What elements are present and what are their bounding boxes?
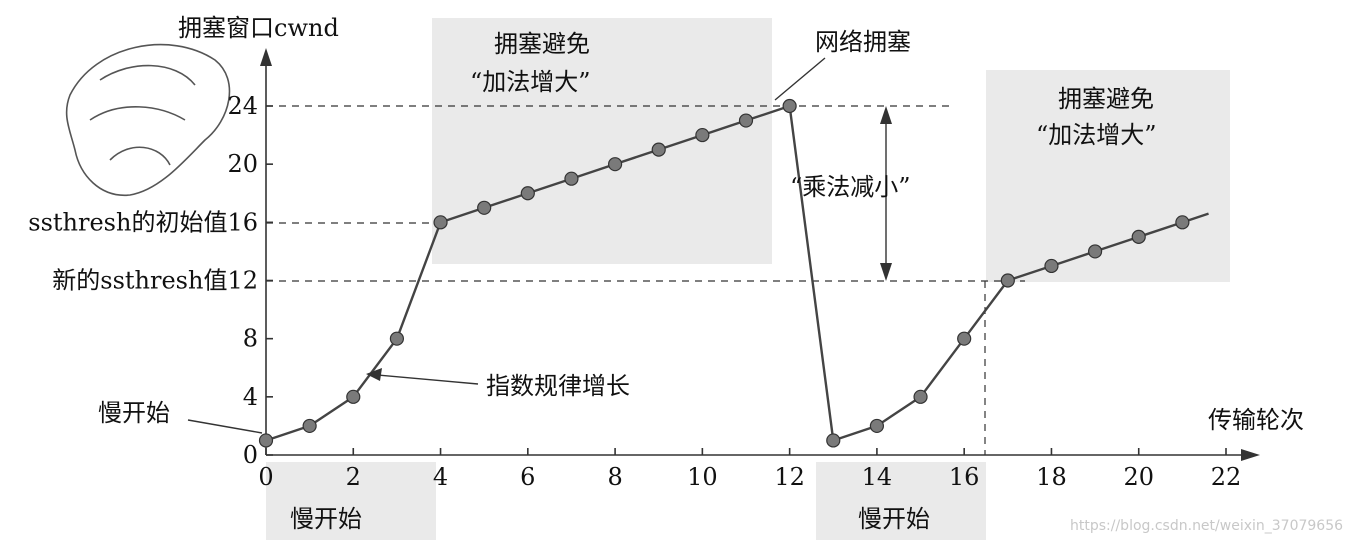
y-axis-title: 拥塞窗口cwnd [178, 14, 339, 42]
x-tick-label: 18 [1036, 463, 1067, 491]
y-axis-arrow [260, 48, 272, 66]
cwnd-data-points [258, 98, 1190, 448]
shade-slow-start-2 [816, 462, 986, 540]
data-point [520, 186, 535, 201]
data-point [869, 418, 885, 434]
y-tick-label: 4 [243, 383, 258, 411]
x-axis-arrow [1241, 449, 1260, 461]
data-point [564, 171, 579, 186]
data-point [1175, 215, 1190, 230]
data-point [1000, 273, 1015, 288]
data-point [738, 113, 754, 128]
shade-congestion-avoidance-1 [432, 18, 772, 264]
data-point [346, 389, 361, 404]
x-ticks: 0 2 4 6 8 10 12 14 16 18 20 22 [258, 448, 1241, 491]
x-tick-label: 14 [862, 463, 893, 491]
data-point [389, 331, 405, 346]
label-network-congestion: 网络拥塞 [815, 28, 911, 56]
label-exponential-growth: 指数规律增长 [486, 372, 630, 400]
label-slow-start-top: 慢开始 [98, 399, 170, 427]
x-axis-title: 传输轮次 [1208, 406, 1304, 434]
x-tick-label: 4 [433, 463, 448, 491]
x-tick-label: 22 [1211, 463, 1242, 491]
label-ca2-line1: 拥塞避免 [1058, 85, 1154, 113]
x-tick-label: 6 [520, 463, 535, 491]
y-tick-label: 0 [243, 441, 258, 469]
data-point [913, 389, 928, 404]
x-tick-label: 2 [346, 463, 361, 491]
data-point [477, 200, 492, 215]
data-point [1044, 258, 1059, 274]
data-point [1087, 244, 1103, 259]
data-point [782, 98, 797, 114]
x-tick-label: 10 [687, 463, 718, 491]
leader-exponential [366, 368, 479, 385]
y-tick-label: 24 [227, 92, 258, 120]
label-mult-decrease: “乘法减小” [790, 173, 911, 201]
x-tick-label: 20 [1123, 463, 1154, 491]
stamp-decoration [65, 43, 231, 196]
x-tick-label: 8 [607, 463, 622, 491]
data-point [607, 157, 623, 172]
x-tick-label: 0 [258, 463, 273, 491]
leader-slow-start [187, 419, 263, 434]
label-ca1-line1: 拥塞避免 [494, 30, 590, 58]
label-slow-start-bottom-2: 慢开始 [858, 505, 930, 533]
data-point [433, 215, 448, 230]
label-ca1-line2: “加法增大” [470, 68, 591, 96]
axes: 0 2 4 6 8 10 12 14 16 18 20 22 048新的ssthresh值12ssth… [28, 48, 1260, 491]
data-point [826, 433, 841, 448]
y-tick-label: ssthresh的初始值16 [28, 208, 258, 236]
data-point [258, 433, 274, 448]
label-slow-start-bottom-1: 慢开始 [290, 505, 362, 533]
y-ticks: 0 4 8 新的ssthresh值12 ssthresh的初始值16 20 24 [28, 92, 273, 469]
data-point [957, 331, 972, 346]
label-ca2-line2: “加法增大” [1036, 121, 1157, 149]
y-tick-label: 8 [243, 325, 258, 353]
data-point [302, 418, 317, 434]
data-point [1131, 229, 1146, 244]
data-point [651, 142, 666, 157]
shade-slow-start-1 [266, 462, 436, 540]
y-tick-label: 20 [227, 150, 258, 178]
y-tick-label: 新的ssthresh值12 [52, 267, 258, 295]
leader-network-congestion [774, 57, 826, 101]
x-tick-label: 16 [949, 463, 980, 491]
x-tick-label: 12 [774, 463, 805, 491]
watermark-url: https://blog.csdn.net/weixin_37079656 [1070, 518, 1343, 534]
data-point [695, 127, 710, 143]
mult-decrease-arrow [880, 106, 892, 281]
